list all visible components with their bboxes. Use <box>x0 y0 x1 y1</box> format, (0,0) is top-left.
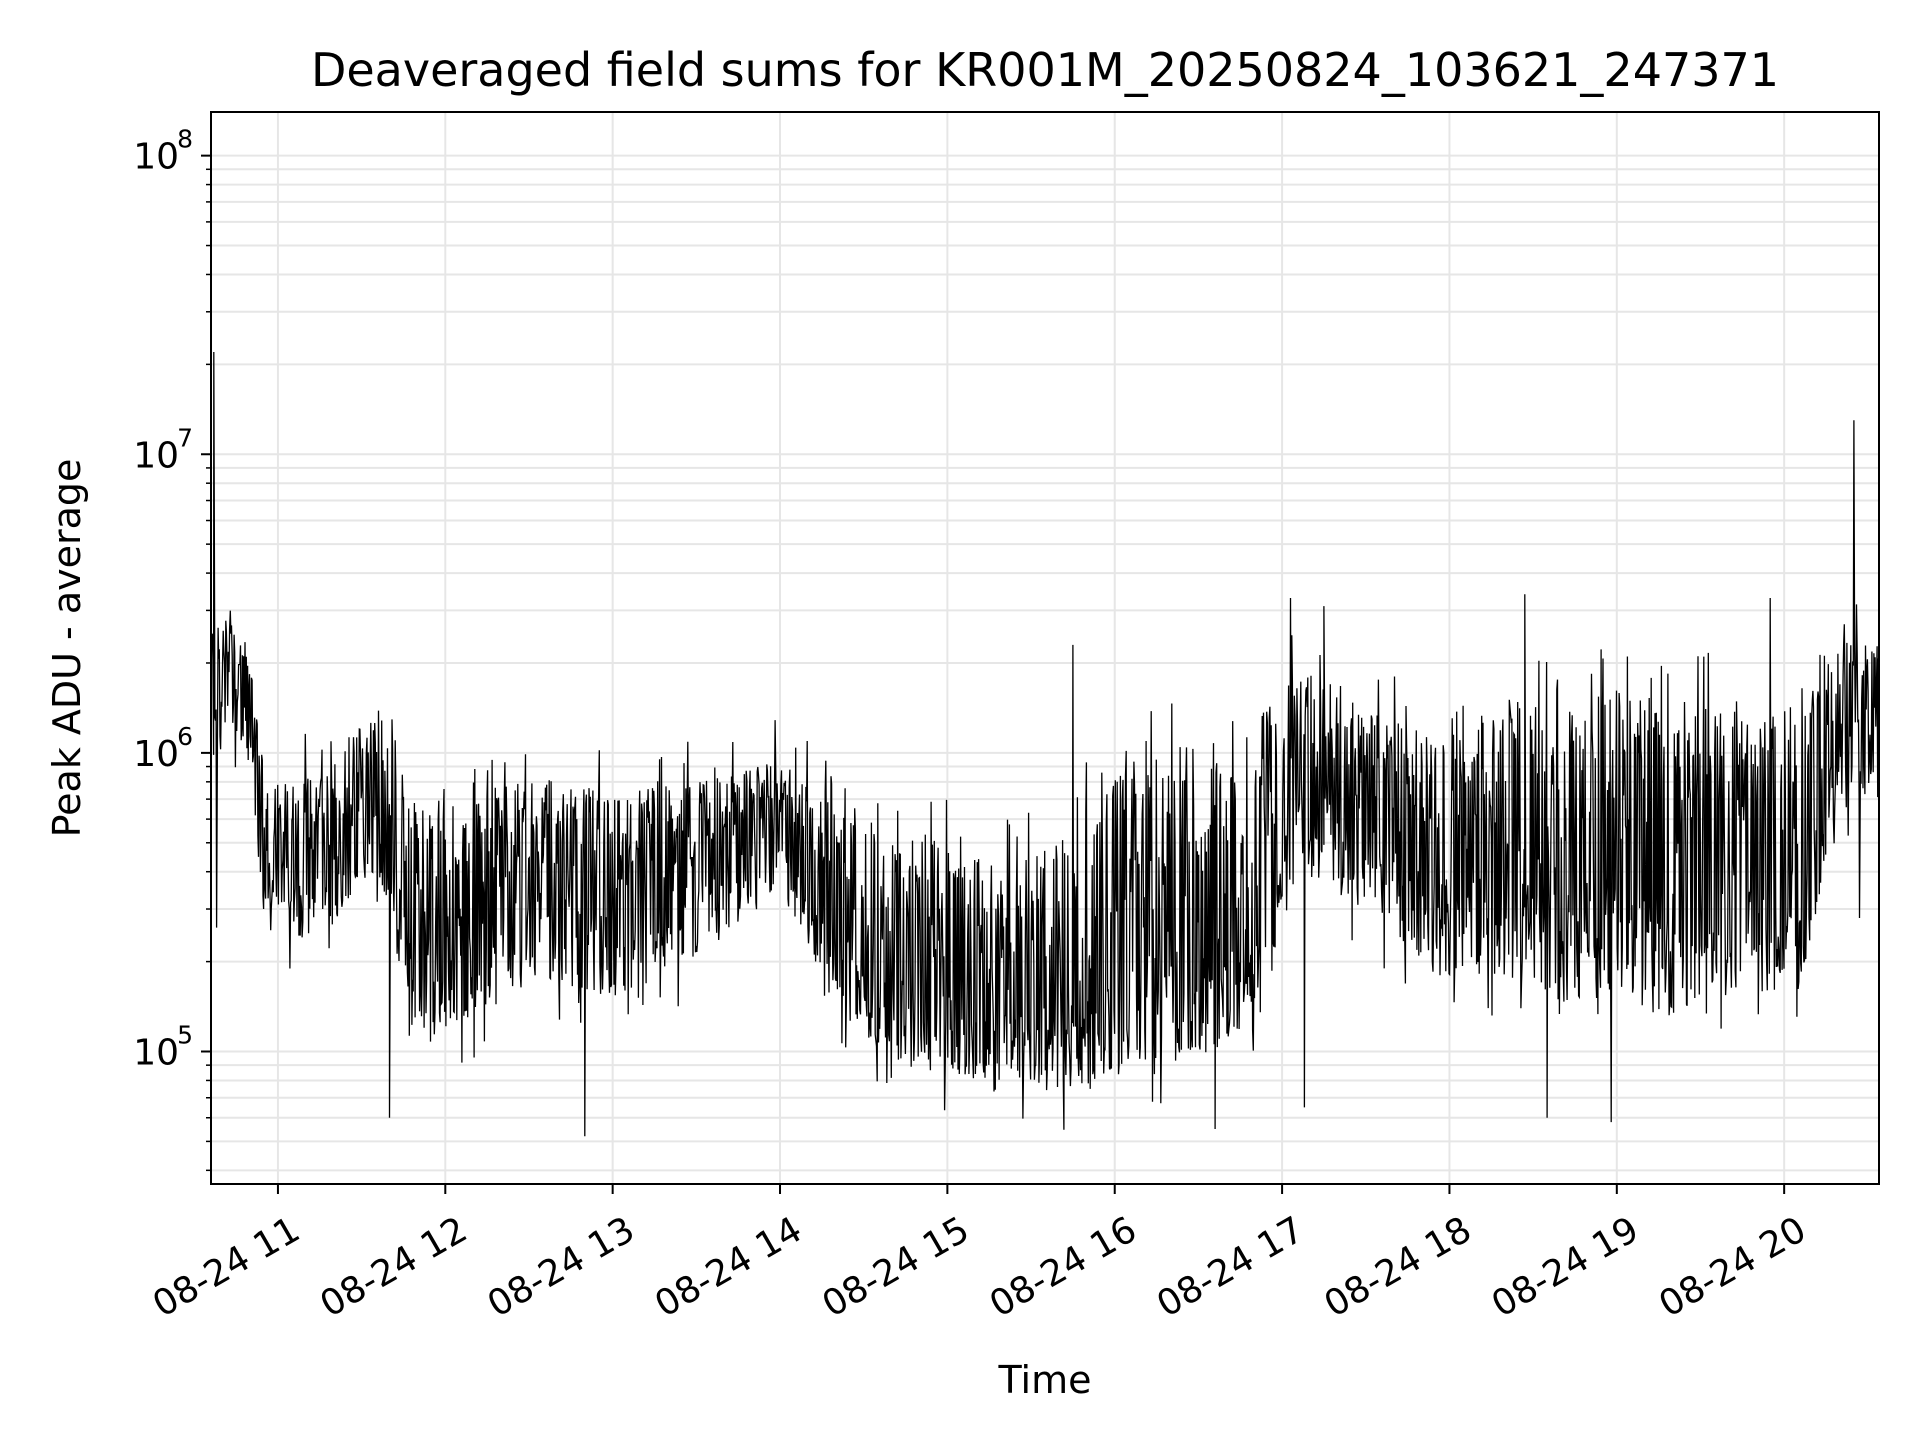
series-line <box>210 351 1880 1137</box>
y-tick-exponent: 7 <box>177 423 193 452</box>
chart-title: Deaveraged field sums for KR001M_2025082… <box>311 43 1779 97</box>
x-axis-label: Time <box>998 1358 1092 1402</box>
y-tick-label: 10 <box>133 1033 179 1074</box>
y-tick-exponent: 8 <box>177 125 193 154</box>
y-tick-label: 10 <box>133 435 179 476</box>
y-tick-label: 10 <box>133 137 179 178</box>
y-tick-exponent: 6 <box>177 722 193 751</box>
y-tick-label: 10 <box>133 734 179 775</box>
y-axis-label: Peak ADU - average <box>45 459 89 838</box>
y-tick-exponent: 5 <box>177 1021 193 1050</box>
series-path <box>210 351 1880 1137</box>
plot-frame <box>210 111 1880 1185</box>
